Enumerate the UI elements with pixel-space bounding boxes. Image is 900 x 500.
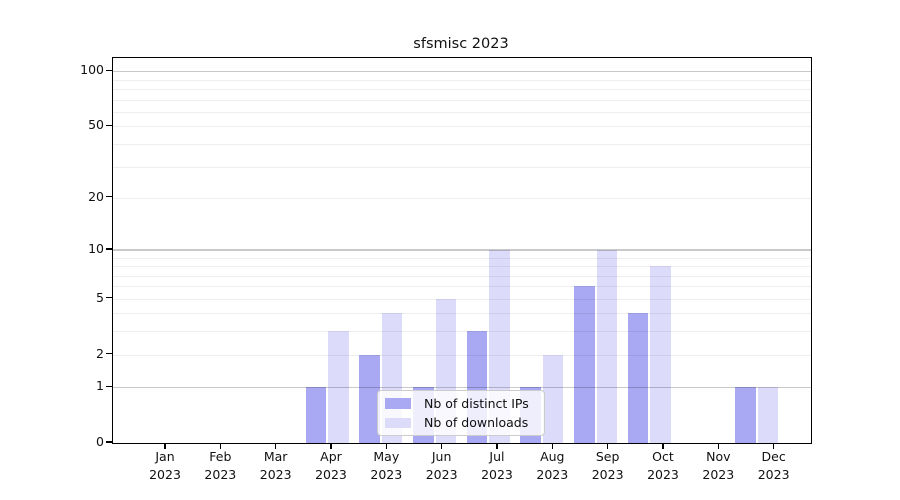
x-axis-tick bbox=[219, 443, 221, 449]
y-axis-tick-label: 2 bbox=[96, 345, 104, 361]
bar-distinct-ips bbox=[359, 354, 380, 443]
y-axis-tick bbox=[106, 248, 112, 250]
x-axis-tick-label: Jul 2023 bbox=[481, 449, 513, 482]
gridline-minor bbox=[113, 313, 811, 315]
x-axis-tick-label: Sep 2023 bbox=[591, 449, 624, 482]
gridline-minor bbox=[113, 286, 811, 288]
x-axis-tick-label: Apr 2023 bbox=[315, 449, 347, 482]
gridline-minor bbox=[113, 143, 811, 145]
bar-downloads bbox=[596, 249, 618, 443]
legend: Nb of distinct IPs Nb of downloads bbox=[377, 390, 545, 436]
plot-area bbox=[112, 57, 812, 444]
x-axis-tick-label: Jun 2023 bbox=[425, 449, 458, 482]
x-axis-tick bbox=[662, 443, 664, 449]
x-axis-tick-label: Dec 2023 bbox=[757, 449, 790, 482]
legend-swatch-downloads bbox=[385, 417, 411, 428]
bar-downloads bbox=[328, 331, 349, 443]
x-axis-tick-label: Nov 2023 bbox=[702, 449, 735, 482]
gridline-minor bbox=[113, 331, 811, 333]
x-axis-tick bbox=[607, 443, 609, 449]
x-axis-tick-label: Mar 2023 bbox=[259, 449, 292, 482]
gridline-minor bbox=[113, 266, 811, 268]
gridline-minor bbox=[113, 79, 811, 81]
gridline-minor bbox=[113, 197, 811, 199]
x-axis-tick-label: Jan 2023 bbox=[149, 449, 181, 482]
legend-row-downloads: Nb of downloads bbox=[385, 415, 536, 432]
y-axis-tick-label: 0 bbox=[96, 434, 104, 449]
gridline-minor bbox=[113, 111, 811, 113]
y-axis-tick-label: 50 bbox=[88, 117, 104, 133]
x-axis-tick bbox=[441, 443, 443, 449]
legend-label-downloads: Nb of downloads bbox=[424, 415, 529, 431]
legend-label-distinct-ips: Nb of distinct IPs bbox=[424, 395, 529, 411]
x-axis-tick-label: Oct 2023 bbox=[647, 449, 679, 482]
gridline-minor bbox=[113, 99, 811, 101]
x-axis-tick bbox=[330, 443, 332, 449]
y-axis-tick bbox=[106, 385, 112, 387]
bar-downloads bbox=[650, 266, 671, 443]
x-axis-tick bbox=[496, 443, 498, 449]
bar-distinct-ips bbox=[574, 286, 595, 443]
y-axis-tick bbox=[106, 441, 112, 443]
y-axis-tick-label: 1 bbox=[96, 378, 104, 394]
gridline-minor bbox=[113, 298, 811, 300]
x-axis-tick bbox=[717, 443, 719, 449]
y-axis-tick-label: 5 bbox=[96, 289, 104, 305]
x-axis-tick bbox=[551, 443, 553, 449]
bar-downloads bbox=[542, 354, 564, 443]
y-axis-tick bbox=[106, 124, 112, 126]
gridline-minor bbox=[113, 354, 811, 356]
x-axis-tick bbox=[385, 443, 387, 449]
gridline-minor bbox=[113, 275, 811, 277]
y-axis-tick bbox=[106, 352, 112, 355]
y-axis-tick bbox=[106, 297, 112, 299]
bar-distinct-ips bbox=[305, 387, 327, 443]
y-axis-tick bbox=[106, 196, 112, 198]
legend-row-distinct-ips: Nb of distinct IPs bbox=[385, 395, 536, 412]
gridline-minor bbox=[113, 126, 811, 128]
gridline-minor bbox=[113, 257, 811, 259]
y-axis-tick-label: 100 bbox=[80, 62, 104, 78]
bar-distinct-ips bbox=[735, 387, 756, 443]
legend-swatch-distinct-ips bbox=[385, 398, 411, 409]
x-axis-tick bbox=[773, 443, 775, 449]
gridline-minor bbox=[113, 89, 811, 91]
y-axis-tick-label: 20 bbox=[88, 188, 104, 204]
y-axis-tick-label: 10 bbox=[88, 240, 104, 256]
gridline-major bbox=[113, 386, 811, 388]
x-axis-tick-label: Aug 2023 bbox=[536, 449, 569, 482]
gridline-major bbox=[113, 70, 811, 72]
bar-downloads bbox=[757, 387, 779, 443]
y-axis-tick bbox=[106, 69, 112, 71]
x-axis-tick-label: Feb 2023 bbox=[204, 449, 237, 482]
gridline-minor bbox=[113, 166, 811, 168]
bar-distinct-ips bbox=[627, 313, 649, 443]
chart-title: sfsmisc 2023 bbox=[413, 36, 509, 52]
gridline-major bbox=[113, 249, 811, 251]
x-axis-tick-label: May 2023 bbox=[370, 449, 403, 482]
x-axis-tick bbox=[164, 443, 166, 449]
x-axis-tick bbox=[275, 443, 277, 449]
